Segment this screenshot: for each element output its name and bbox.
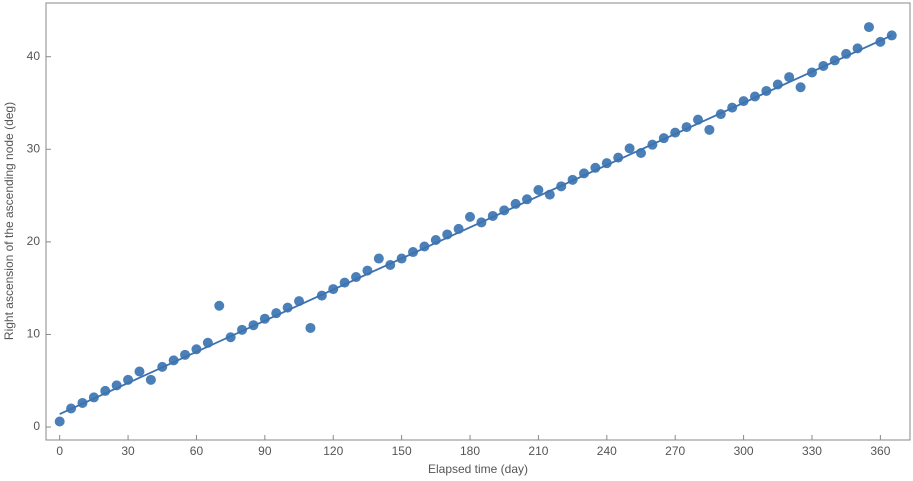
x-tick-label: 300	[734, 444, 754, 458]
data-point	[54, 416, 65, 427]
x-tick-label: 90	[258, 444, 272, 458]
data-point	[863, 22, 874, 33]
data-point	[191, 344, 202, 355]
data-point	[305, 322, 316, 333]
data-point	[704, 124, 715, 135]
x-tick-label: 120	[323, 444, 343, 458]
x-tick-label: 150	[392, 444, 412, 458]
data-point	[373, 253, 384, 264]
x-tick-label: 330	[802, 444, 822, 458]
x-tick-label: 270	[665, 444, 685, 458]
data-point	[271, 308, 282, 319]
y-tick-label: 0	[33, 419, 40, 433]
x-tick-label: 30	[121, 444, 135, 458]
data-point	[100, 385, 111, 396]
y-tick-label: 20	[27, 234, 41, 248]
x-tick-label: 210	[528, 444, 548, 458]
y-tick-label: 40	[27, 49, 41, 63]
data-point	[214, 300, 225, 311]
data-point	[145, 374, 156, 385]
y-tick-label: 10	[27, 327, 41, 341]
data-point	[795, 82, 806, 93]
x-axis-label: Elapsed time (day)	[428, 462, 528, 476]
x-tick-label: 360	[870, 444, 890, 458]
data-point	[784, 72, 795, 83]
data-point	[533, 185, 544, 196]
x-tick-label: 180	[460, 444, 480, 458]
data-point	[465, 211, 476, 222]
data-point	[852, 43, 863, 54]
data-point	[590, 162, 601, 173]
plot-frame	[45, 2, 911, 441]
data-point	[134, 366, 145, 377]
x-tick-label: 240	[597, 444, 617, 458]
data-point	[624, 143, 635, 154]
y-axis-label: Right ascension of the ascending node (d…	[2, 102, 16, 340]
x-tick-label: 0	[56, 444, 63, 458]
fit-line	[59, 34, 893, 415]
y-tick-label: 30	[27, 141, 41, 155]
x-tick-label: 60	[190, 444, 204, 458]
